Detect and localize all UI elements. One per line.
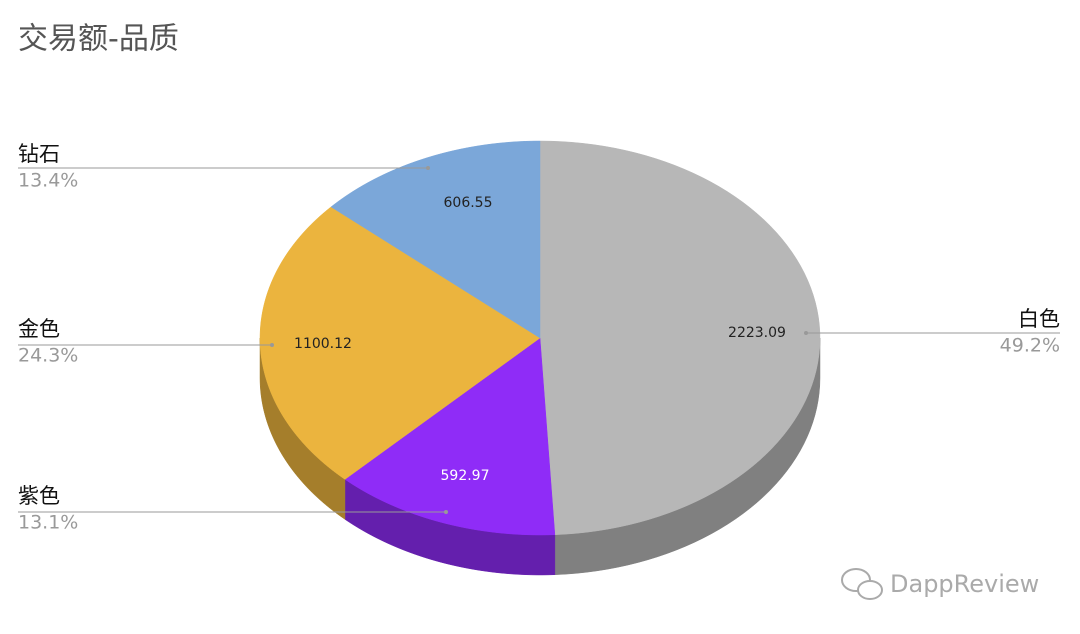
value-label: 592.97 [441,468,490,484]
legend-label: 金色 [18,317,60,341]
percent-label: 13.4% [18,170,78,192]
legend-label: 白色 [1018,307,1060,331]
chart-title: 交易额-品质 [18,22,179,57]
legend-label: 紫色 [18,484,60,508]
value-label: 1100.12 [294,336,352,352]
percent-label: 49.2% [1000,335,1060,357]
percent-label: 24.3% [18,345,78,367]
percent-label: 13.1% [18,512,78,534]
value-label: 606.55 [444,195,493,211]
leader-dot [270,343,274,347]
watermark: DappReview [890,570,1039,598]
leader-dot [444,510,448,514]
leader-dot [804,331,808,335]
pie-slice [344,337,556,536]
legend-label: 钻石 [18,142,60,166]
leader-dot [426,166,430,170]
pie-slice [330,140,541,339]
value-label: 2223.09 [728,325,786,341]
watermark-icon [841,568,883,600]
slice-tops [259,140,821,536]
